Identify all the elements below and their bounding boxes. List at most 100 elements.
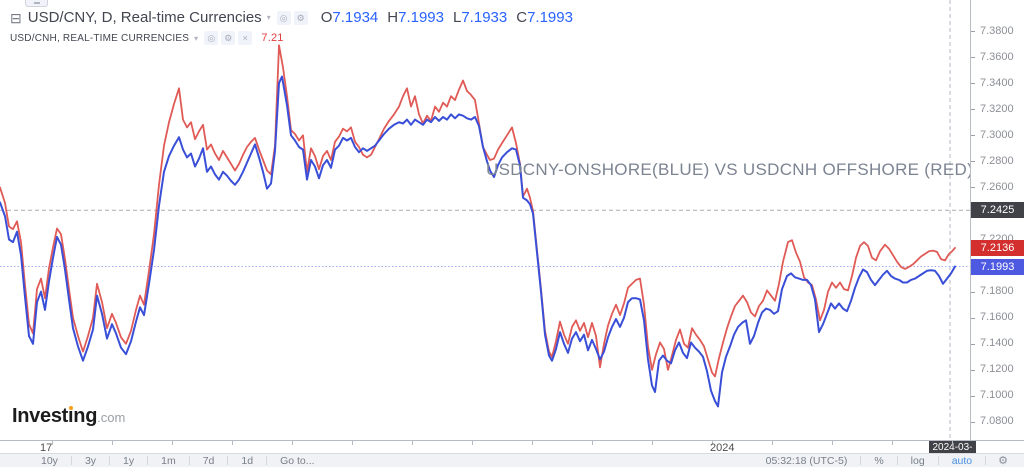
log-scale-button[interactable]: log: [910, 454, 925, 467]
range-1m[interactable]: 1m: [161, 454, 176, 467]
range-1d[interactable]: 1d: [241, 454, 254, 467]
compare-symbol-title[interactable]: USD/CNH, REAL-TIME CURRENCIES: [10, 32, 190, 44]
price-axis-tick: [971, 83, 975, 84]
price-badge-red: 7.2136: [971, 240, 1024, 256]
price-axis-label: 7.0800: [980, 415, 1014, 427]
price-axis-label: 7.1600: [980, 311, 1014, 323]
price-axis-label: 7.1200: [980, 363, 1014, 375]
time-axis-tick: [412, 441, 413, 445]
price-axis-tick: [971, 370, 975, 371]
time-axis-tick: [232, 441, 233, 445]
time-axis-tick: [592, 441, 593, 445]
range-10y[interactable]: 10y: [41, 454, 58, 467]
price-axis-tick: [971, 422, 975, 423]
separator: [188, 456, 190, 465]
price-axis-label: 7.2600: [980, 181, 1014, 193]
time-axis-label: 2024: [710, 442, 735, 454]
symbol-title[interactable]: USD/CNY, D, Real-time Currencies: [27, 9, 262, 26]
ohlc-values: O7.1934 H7.1993 L7.1933 C7.1993: [321, 9, 582, 26]
time-axis-tick: [292, 441, 293, 445]
price-axis-tick: [971, 31, 975, 32]
price-axis-tick: [971, 344, 975, 345]
price-axis-label: 7.3200: [980, 103, 1014, 115]
time-axis-tick: [112, 441, 113, 445]
range-3y[interactable]: 3y: [84, 454, 97, 467]
separator: [70, 456, 72, 465]
price-axis-label: 7.3400: [980, 77, 1014, 89]
usdcny-onshore-line: [0, 75, 956, 408]
price-axis-label: 7.1000: [980, 389, 1014, 401]
separator: [147, 456, 149, 465]
time-axis-tick: [352, 441, 353, 445]
hide-icon[interactable]: ◎: [276, 10, 291, 25]
main-symbol-row: ⊟ USD/CNY, D, Real-time Currencies ▾ ◎ ⚙…: [10, 9, 582, 26]
separator: [266, 456, 268, 465]
price-axis-label: 7.3800: [980, 25, 1014, 37]
separator: [985, 456, 987, 465]
chart-canvas[interactable]: [0, 0, 970, 440]
time-axis-tick: [172, 441, 173, 445]
compare-last-price: 7.21: [261, 32, 284, 44]
price-axis-tick: [971, 187, 975, 188]
separator: [860, 456, 862, 465]
separator: [227, 456, 229, 465]
range-buttons: 10y 3y 1y 1m 7d 1d Go to...: [28, 455, 328, 467]
time-axis-tick: [772, 441, 773, 445]
time-axis-tick: [712, 441, 713, 445]
separator: [109, 456, 111, 465]
ohlc-open: O7.1934: [320, 9, 379, 26]
legend: ⊟ USD/CNY, D, Real-time Currencies ▾ ◎ ⚙…: [10, 9, 582, 45]
price-axis-tick: [971, 396, 975, 397]
time-axis-tick: [832, 441, 833, 445]
separator: [937, 456, 939, 465]
bottom-toolbar: 10y 3y 1y 1m 7d 1d Go to... 05:32:18 (UT…: [0, 453, 1024, 467]
range-1y[interactable]: 1y: [123, 454, 135, 467]
time-axis-label: 17: [40, 442, 53, 454]
ohlc-close: C7.1993: [516, 9, 573, 26]
price-axis-tick: [971, 135, 975, 136]
gear-icon[interactable]: ⚙: [998, 455, 1008, 467]
hide-icon[interactable]: ◎: [204, 31, 219, 45]
price-badge-blue: 7.1993: [971, 259, 1024, 275]
clock-time[interactable]: 05:32:18 (UTC-5): [765, 454, 848, 467]
compare-symbol-row: USD/CNH, REAL-TIME CURRENCIES ▾ ◎ ⚙ × 7.…: [10, 31, 582, 45]
time-axis-tick: [532, 441, 533, 445]
scroll-arrow-partial[interactable]: [25, 0, 48, 7]
price-axis-label: 7.3600: [980, 51, 1014, 63]
price-axis-tick: [971, 57, 975, 58]
usdcnh-offshore-line: [0, 44, 956, 378]
goto-button[interactable]: Go to...: [280, 454, 315, 467]
time-axis-tick: [472, 441, 473, 445]
chart-annotation: USDCNY-ONSHORE(BLUE) VS USDCNH OFFSHORE …: [486, 160, 974, 179]
price-axis[interactable]: 7.3800 7.3600 7.3400 7.3200 7.3000 7.2800 7.26…: [970, 0, 1024, 440]
time-axis-tick: [892, 441, 893, 445]
separator: [896, 456, 898, 465]
chevron-down-icon[interactable]: ▾: [194, 33, 199, 43]
percent-scale-button[interactable]: %: [874, 454, 884, 467]
investing-logo[interactable]: Investing.com: [12, 405, 126, 427]
chevron-down-icon[interactable]: ▾: [266, 13, 271, 22]
price-axis-tick: [971, 292, 975, 293]
price-axis-tick: [971, 109, 975, 110]
range-7d[interactable]: 7d: [202, 454, 215, 467]
axis-settings: 05:32:18 (UTC-5) % log auto ⚙: [753, 454, 1014, 467]
price-axis-label: 7.2800: [980, 155, 1014, 167]
settings-icon[interactable]: ⚙: [293, 10, 308, 25]
collapse-icon[interactable]: ⊟: [10, 9, 22, 26]
ohlc-low: L7.1933: [453, 9, 508, 26]
price-badge-dark: 7.2425: [971, 202, 1024, 218]
auto-scale-button[interactable]: auto: [951, 454, 973, 467]
price-axis-tick: [971, 318, 975, 319]
time-axis-tick: [52, 441, 53, 445]
time-axis-tick: [652, 441, 653, 445]
price-axis-label: 7.3000: [980, 129, 1014, 141]
close-icon[interactable]: ×: [238, 31, 253, 45]
settings-icon[interactable]: ⚙: [221, 31, 236, 45]
price-axis-label: 7.1800: [980, 285, 1014, 297]
price-axis-tick: [971, 161, 975, 162]
time-axis-tick: [952, 441, 953, 445]
ohlc-high: H7.1993: [387, 9, 444, 26]
price-axis-label: 7.1400: [980, 337, 1014, 349]
